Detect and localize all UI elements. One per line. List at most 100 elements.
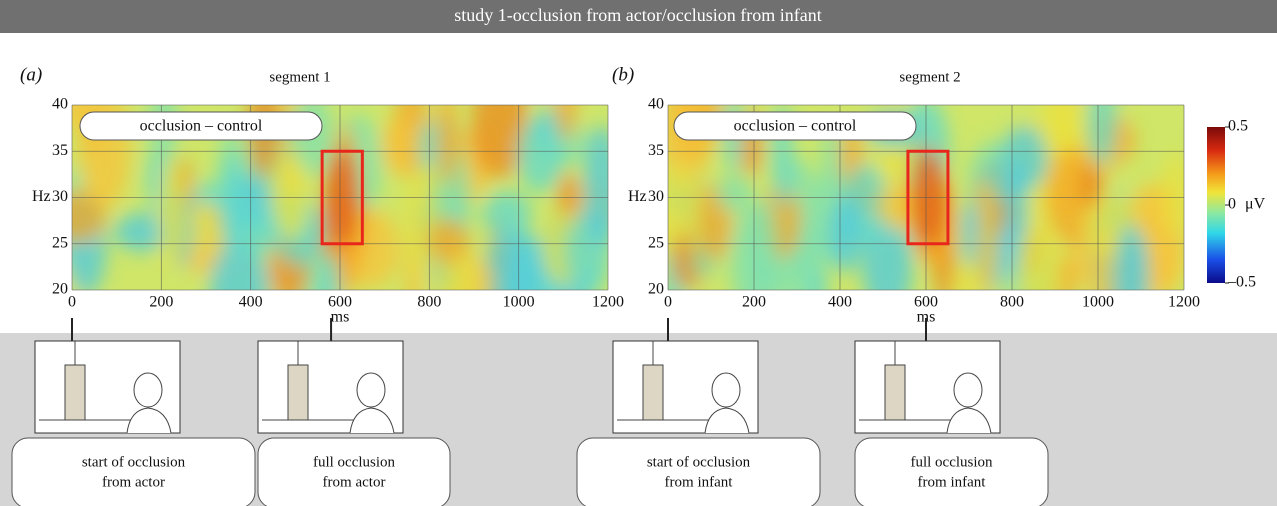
heatmap-blob <box>225 208 281 255</box>
highlight-box <box>906 149 950 246</box>
colorbar-label: μV <box>1245 196 1266 213</box>
heatmap-blob <box>379 117 422 176</box>
caption-box <box>257 437 451 506</box>
panel-title: segment 2 <box>899 69 960 85</box>
y-tick-label: 30 <box>648 188 664 205</box>
heatmap-blob <box>436 105 458 184</box>
stimulus-screen <box>64 364 86 421</box>
panel-title: segment 1 <box>269 69 330 85</box>
caption: from actor <box>102 474 165 490</box>
heatmap-blob <box>471 105 529 179</box>
x-tick-label: 0 <box>68 294 76 311</box>
y-axis-label: Hz <box>32 188 51 205</box>
caption-box <box>11 437 256 506</box>
x-tick-label: 200 <box>149 294 173 311</box>
x-tick-label: 800 <box>417 294 441 311</box>
y-tick-label: 30 <box>52 188 68 205</box>
heatmap-blob <box>79 105 131 210</box>
heatmap-blob <box>485 225 542 290</box>
y-tick-label: 35 <box>52 142 68 159</box>
heatmap-blob <box>715 174 754 213</box>
heatmap-blob <box>582 124 608 248</box>
colorbar-tick-label: 0 <box>1228 196 1236 213</box>
caption-box <box>576 437 821 506</box>
heatmap-blob <box>554 105 577 142</box>
annotation-box <box>79 111 323 141</box>
y-tick-label: 35 <box>648 142 664 159</box>
heatmap-blob <box>319 252 340 290</box>
heatmap-blob <box>828 195 863 273</box>
heatmap-blob <box>975 180 999 290</box>
stimulus-body <box>126 407 172 434</box>
y-tick-label: 40 <box>52 96 68 113</box>
y-axis-label: Hz <box>628 188 647 205</box>
stimulus-body <box>946 407 992 434</box>
y-tick-label: 25 <box>52 234 68 251</box>
colorbar-tick-label: –0.5 <box>1227 274 1256 291</box>
heatmap-blob <box>1113 224 1150 290</box>
x-tick-label: 1200 <box>1168 294 1200 311</box>
y-tick-label: 40 <box>648 96 664 113</box>
x-tick-label: 1200 <box>592 294 624 311</box>
heatmap-blob <box>1077 164 1104 207</box>
heatmap-blob <box>482 190 532 239</box>
y-tick-label: 25 <box>648 234 664 251</box>
colorbar <box>1207 127 1225 283</box>
annotation: occlusion – control <box>140 118 263 135</box>
heatmap-blob <box>517 117 564 193</box>
annotation-box <box>673 111 917 141</box>
panel-label: (b) <box>612 64 634 85</box>
stimulus-screen <box>642 364 664 421</box>
heatmap-blob <box>953 261 983 290</box>
heatmap-blob <box>114 212 170 252</box>
heatmap-blob <box>209 240 269 290</box>
heatmap <box>668 105 1184 290</box>
heatmap-blob <box>72 105 92 129</box>
stimulus-body <box>704 407 750 434</box>
x-tick-label: 600 <box>328 294 352 311</box>
stimulus-body <box>349 407 395 434</box>
caption: start of occlusion <box>82 454 186 470</box>
x-axis-label: ms <box>331 309 350 326</box>
caption: full occlusion <box>313 454 396 470</box>
stimulus-head <box>711 372 741 408</box>
heatmap-blob <box>822 124 842 194</box>
heatmap-blob <box>1016 220 1063 290</box>
heatmap <box>72 105 608 290</box>
x-tick-label: 0 <box>664 294 672 311</box>
caption: start of occlusion <box>647 454 751 470</box>
caption: from infant <box>665 474 734 490</box>
heatmap-blob <box>427 218 470 264</box>
stimulus-head <box>133 372 163 408</box>
heatmap-blob <box>809 266 827 290</box>
stimulus-head <box>356 372 386 408</box>
x-tick-label: 800 <box>1000 294 1024 311</box>
x-tick-label: 600 <box>914 294 938 311</box>
heatmap-blob <box>159 155 186 273</box>
y-tick-label: 20 <box>52 281 68 298</box>
x-tick-label: 200 <box>742 294 766 311</box>
caption-box <box>854 437 1049 506</box>
x-tick-label: 1000 <box>503 294 535 311</box>
heatmap-blob <box>1040 105 1069 158</box>
x-tick-label: 1000 <box>1082 294 1114 311</box>
heatmap-blob <box>1086 105 1117 167</box>
panel-label: (a) <box>20 64 42 85</box>
x-axis-label: ms <box>917 309 936 326</box>
stimulus-head <box>953 372 983 408</box>
title-bar <box>0 0 1277 33</box>
colorbar-tick-label: 0.5 <box>1228 118 1248 135</box>
highlight-box <box>320 149 364 246</box>
x-tick-label: 400 <box>828 294 852 311</box>
caption: from actor <box>323 474 386 490</box>
figure-title: study 1-occlusion from actor/occlusion f… <box>454 5 821 25</box>
caption: from infant <box>918 474 987 490</box>
stimulus-screen <box>287 364 309 421</box>
y-tick-label: 20 <box>648 281 664 298</box>
annotation: occlusion – control <box>734 118 857 135</box>
caption: full occlusion <box>910 454 993 470</box>
heatmap-blob <box>271 153 310 241</box>
heatmap-blob <box>668 165 706 259</box>
